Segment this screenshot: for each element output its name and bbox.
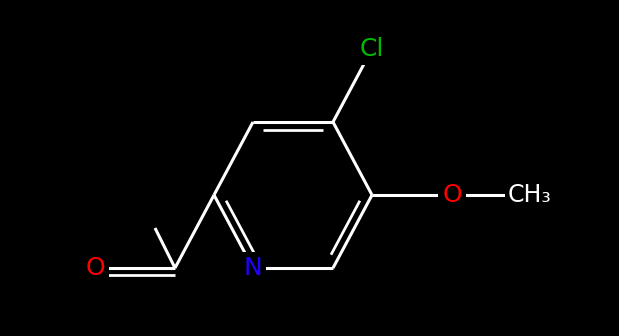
Text: O: O [442, 183, 462, 207]
Text: N: N [244, 256, 262, 280]
Text: CH₃: CH₃ [508, 183, 552, 207]
Text: Cl: Cl [360, 37, 384, 61]
Text: O: O [85, 256, 105, 280]
